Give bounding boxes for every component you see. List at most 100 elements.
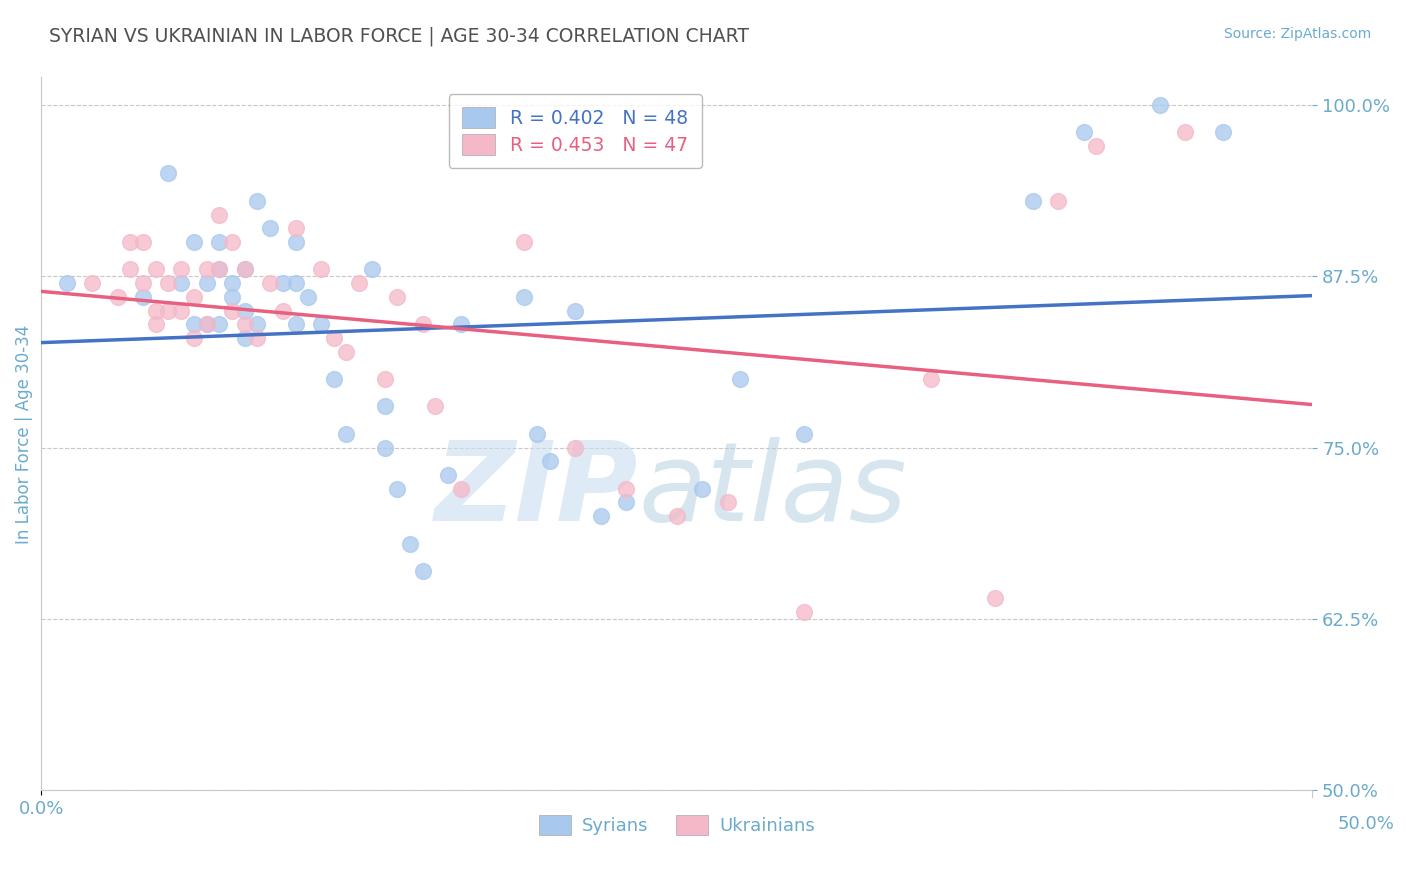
Point xyxy=(1022,194,1045,208)
Point xyxy=(170,303,193,318)
Point xyxy=(538,454,561,468)
Point xyxy=(157,303,180,318)
Point xyxy=(335,344,357,359)
Point xyxy=(730,372,752,386)
Point xyxy=(195,262,218,277)
Point xyxy=(920,372,942,386)
Point xyxy=(284,276,307,290)
Point xyxy=(360,262,382,277)
Point xyxy=(373,441,395,455)
Point xyxy=(1149,98,1171,112)
Point xyxy=(145,303,167,318)
Point xyxy=(437,468,460,483)
Point xyxy=(526,426,548,441)
Point xyxy=(233,331,256,345)
Point xyxy=(309,317,332,331)
Point xyxy=(170,262,193,277)
Point xyxy=(1174,125,1197,139)
Point xyxy=(1212,125,1234,139)
Text: Source: ZipAtlas.com: Source: ZipAtlas.com xyxy=(1223,27,1371,41)
Point xyxy=(55,276,77,290)
Text: SYRIAN VS UKRAINIAN IN LABOR FORCE | AGE 30-34 CORRELATION CHART: SYRIAN VS UKRAINIAN IN LABOR FORCE | AGE… xyxy=(49,27,749,46)
Point xyxy=(208,262,231,277)
Point xyxy=(132,276,155,290)
Point xyxy=(412,317,434,331)
Point xyxy=(233,303,256,318)
Point xyxy=(183,290,205,304)
Point xyxy=(221,290,243,304)
Point xyxy=(793,426,815,441)
Point xyxy=(208,208,231,222)
Point xyxy=(221,276,243,290)
Point xyxy=(246,194,269,208)
Point xyxy=(120,262,142,277)
Point xyxy=(513,235,536,249)
Point xyxy=(233,262,256,277)
Point xyxy=(690,482,713,496)
Point xyxy=(717,495,740,509)
Point xyxy=(793,605,815,619)
Point xyxy=(157,166,180,180)
Point xyxy=(614,495,637,509)
Point xyxy=(347,276,370,290)
Point xyxy=(589,509,612,524)
Point xyxy=(335,426,357,441)
Point xyxy=(145,317,167,331)
Point xyxy=(387,290,409,304)
Point xyxy=(120,235,142,249)
Point xyxy=(297,290,319,304)
Y-axis label: In Labor Force | Age 30-34: In Labor Force | Age 30-34 xyxy=(15,325,32,543)
Point xyxy=(271,276,294,290)
Point xyxy=(412,564,434,578)
Point xyxy=(1073,125,1095,139)
Point xyxy=(183,235,205,249)
Point xyxy=(387,482,409,496)
Point xyxy=(195,276,218,290)
Text: ZIP: ZIP xyxy=(436,437,638,544)
Point xyxy=(284,317,307,331)
Point xyxy=(195,317,218,331)
Point xyxy=(208,317,231,331)
Point xyxy=(170,276,193,290)
Point xyxy=(1047,194,1070,208)
Point xyxy=(373,400,395,414)
Point xyxy=(322,331,344,345)
Point xyxy=(271,303,294,318)
Point xyxy=(1085,139,1108,153)
Point xyxy=(221,235,243,249)
Point xyxy=(309,262,332,277)
Point xyxy=(183,317,205,331)
Point xyxy=(373,372,395,386)
Point xyxy=(195,317,218,331)
Point xyxy=(233,317,256,331)
Point xyxy=(246,331,269,345)
Point xyxy=(132,290,155,304)
Point xyxy=(132,235,155,249)
Point xyxy=(983,591,1005,606)
Point xyxy=(208,262,231,277)
Point xyxy=(564,441,586,455)
Point xyxy=(284,235,307,249)
Text: 50.0%: 50.0% xyxy=(1337,815,1395,833)
Point xyxy=(322,372,344,386)
Point xyxy=(399,536,422,550)
Text: atlas: atlas xyxy=(638,437,907,544)
Point xyxy=(259,276,281,290)
Point xyxy=(513,290,536,304)
Point xyxy=(145,262,167,277)
Point xyxy=(425,400,447,414)
Point xyxy=(450,482,472,496)
Point xyxy=(614,482,637,496)
Legend: R = 0.402   N = 48, R = 0.453   N = 47: R = 0.402 N = 48, R = 0.453 N = 47 xyxy=(449,94,702,168)
Point xyxy=(107,290,129,304)
Point xyxy=(284,221,307,235)
Point xyxy=(259,221,281,235)
Point xyxy=(208,235,231,249)
Point xyxy=(82,276,104,290)
Point xyxy=(157,276,180,290)
Point xyxy=(246,317,269,331)
Point xyxy=(665,509,688,524)
Point xyxy=(183,331,205,345)
Point xyxy=(450,317,472,331)
Point xyxy=(221,303,243,318)
